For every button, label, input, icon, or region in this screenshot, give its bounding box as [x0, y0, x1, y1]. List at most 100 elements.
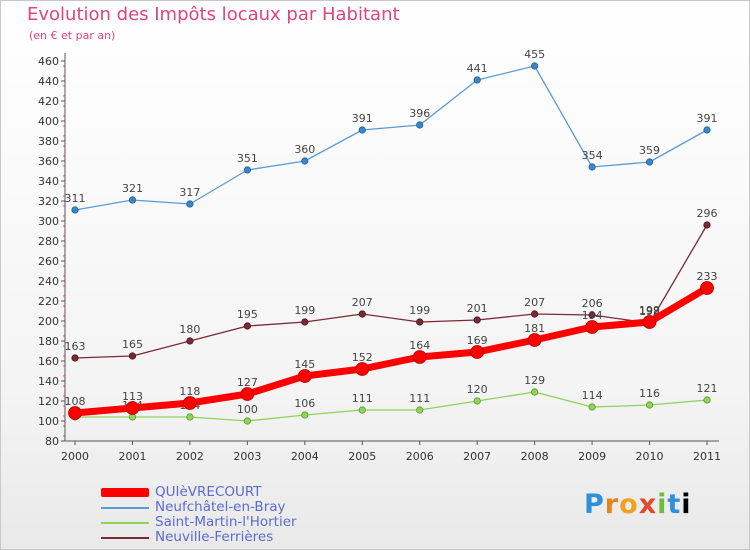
x-tick-label: 2004 — [291, 450, 319, 463]
legend-label: QUIèVRECOURT — [155, 484, 262, 500]
data-point — [473, 397, 481, 405]
data-point — [243, 417, 251, 425]
y-tick-label: 160 — [38, 355, 59, 368]
legend-label: Saint-Martin-l'Hortier — [155, 514, 297, 530]
data-label: 100 — [237, 403, 258, 416]
chart-subtitle: (en € et par an) — [29, 29, 116, 42]
data-label: 120 — [467, 383, 488, 396]
legend-swatch — [101, 536, 149, 539]
y-tick-label: 460 — [38, 55, 59, 68]
data-label: 111 — [409, 392, 430, 405]
data-label: 207 — [524, 296, 545, 309]
data-label: 206 — [582, 297, 603, 310]
x-tick-label: 2001 — [118, 450, 146, 463]
data-point — [588, 403, 596, 411]
data-point — [645, 401, 654, 409]
data-point — [355, 362, 370, 376]
data-point — [473, 316, 481, 324]
data-label: 360 — [294, 143, 315, 156]
series-line — [74, 65, 708, 211]
data-point — [416, 121, 424, 129]
data-point — [416, 318, 424, 326]
x-tick-label: 2000 — [61, 450, 89, 463]
data-point — [703, 396, 711, 404]
data-label: 391 — [352, 112, 373, 125]
series-line — [74, 391, 708, 422]
data-point — [473, 76, 481, 84]
data-label: 116 — [639, 387, 660, 400]
legend-swatch — [101, 521, 149, 524]
data-label: 359 — [639, 144, 660, 157]
y-tick-label: 220 — [38, 295, 59, 308]
data-point — [186, 337, 194, 345]
data-label: 317 — [179, 186, 200, 199]
y-tick-label: 120 — [38, 395, 59, 408]
y-tick-label: 360 — [38, 155, 59, 168]
data-point — [585, 320, 599, 334]
y-tick-label: 420 — [38, 95, 59, 108]
data-point — [358, 310, 366, 318]
data-point — [240, 387, 255, 401]
data-label: 207 — [352, 296, 373, 309]
legend-label: Neuville-Ferrières — [155, 529, 274, 545]
y-tick-label: 240 — [38, 275, 59, 288]
legend-item: QUIèVRECOURT — [101, 485, 297, 500]
x-tick-label: 2003 — [233, 450, 261, 463]
y-tick-label: 440 — [38, 75, 59, 88]
data-point — [183, 396, 197, 410]
data-label: 152 — [352, 351, 373, 364]
data-label: 296 — [697, 207, 718, 220]
data-point — [301, 157, 309, 165]
data-point — [186, 413, 194, 421]
data-point — [412, 350, 427, 364]
y-tick-label: 380 — [38, 135, 59, 148]
y-tick-label: 280 — [38, 235, 59, 248]
x-tick-label: 2006 — [406, 450, 434, 463]
data-label: 164 — [409, 339, 430, 352]
chart-title: Evolution des Impôts locaux par Habitant — [27, 4, 400, 25]
data-label: 165 — [122, 338, 143, 351]
data-label: 194 — [582, 309, 603, 322]
data-label: 129 — [524, 374, 545, 387]
data-label: 391 — [697, 112, 718, 125]
legend-label: Neufchâtel-en-Bray — [155, 499, 286, 515]
y-tick-label: 260 — [38, 255, 59, 268]
x-tick-label: 2009 — [578, 450, 606, 463]
data-label: 351 — [237, 152, 258, 165]
data-point — [642, 315, 657, 329]
data-label: 199 — [409, 304, 430, 317]
data-label: 118 — [179, 385, 200, 398]
data-label: 441 — [467, 62, 488, 75]
data-label: 127 — [237, 376, 258, 389]
data-point — [301, 411, 309, 419]
y-tick-label: 140 — [38, 375, 59, 388]
data-point — [358, 406, 366, 414]
data-label: 169 — [467, 334, 488, 347]
legend-swatch — [101, 506, 149, 509]
data-label: 113 — [122, 390, 143, 403]
data-point — [531, 310, 539, 318]
data-point — [531, 388, 539, 396]
data-point — [128, 352, 137, 360]
data-point — [645, 158, 654, 166]
data-label: 121 — [697, 382, 718, 395]
data-point — [358, 126, 366, 134]
data-point — [703, 221, 711, 229]
data-label: 396 — [409, 107, 430, 120]
x-tick-label: 2010 — [636, 450, 664, 463]
legend-item: Neufchâtel-en-Bray — [101, 500, 297, 515]
x-tick-label: 2008 — [521, 450, 549, 463]
data-point — [297, 369, 312, 383]
data-label: 180 — [179, 323, 200, 336]
data-point — [588, 311, 596, 319]
data-label: 199 — [639, 304, 660, 317]
data-point — [68, 406, 82, 420]
y-tick-label: 180 — [38, 335, 59, 348]
legend: QUIèVRECOURT Neufchâtel-en-Bray Saint-Ma… — [101, 485, 297, 545]
data-point — [588, 163, 596, 171]
data-point — [186, 200, 194, 208]
data-label: 195 — [237, 308, 258, 321]
data-point — [243, 166, 251, 174]
